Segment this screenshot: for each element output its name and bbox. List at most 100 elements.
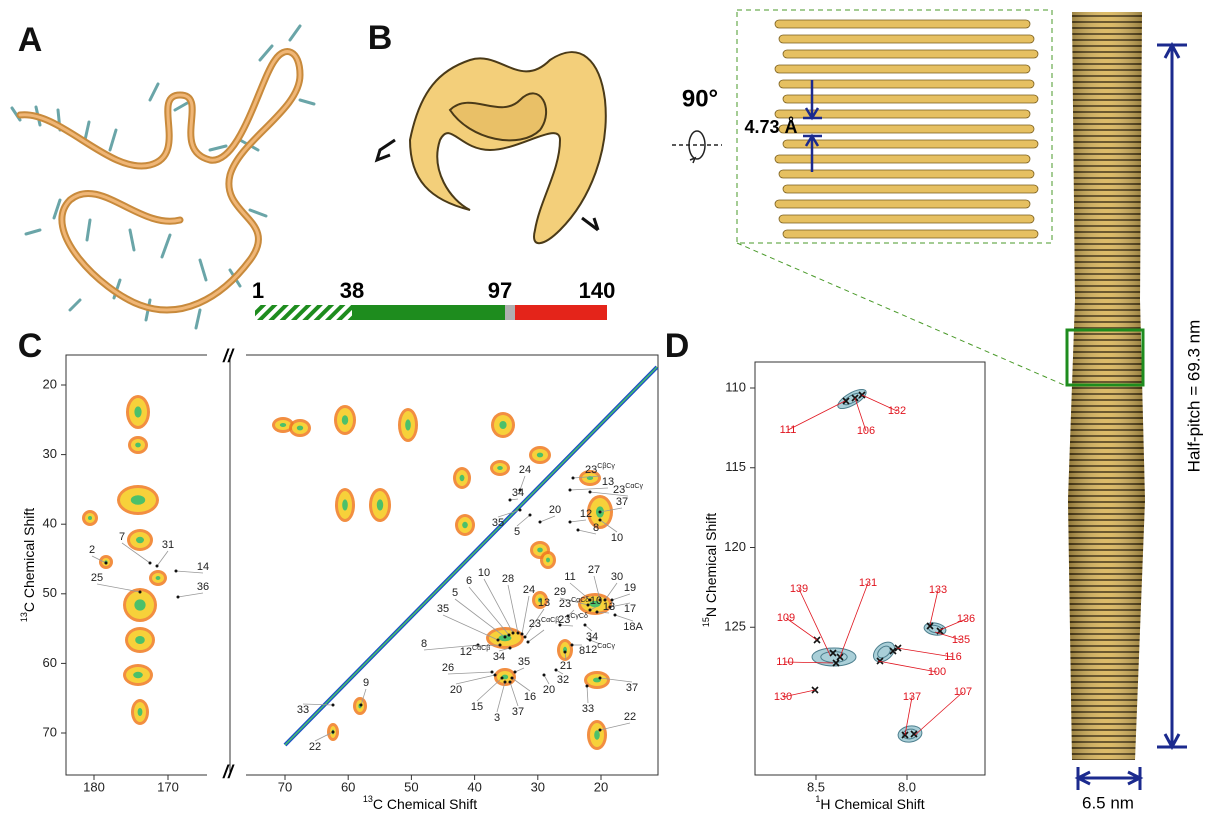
peak-label: 100 xyxy=(928,666,946,678)
density-rod xyxy=(783,95,1038,103)
peak-dot xyxy=(139,591,142,594)
sequence-bar xyxy=(255,305,607,320)
contour-inner xyxy=(131,495,145,505)
peak-label: 6 xyxy=(466,575,472,587)
leader-line xyxy=(456,675,495,684)
peak-dot xyxy=(491,671,494,674)
peak-dot xyxy=(504,636,507,639)
peak-dot xyxy=(504,681,507,684)
peak-label: 25 xyxy=(91,572,103,584)
peak-label-residue: 23 xyxy=(613,484,625,496)
x-tick-label: 40 xyxy=(467,779,481,794)
x-tick-label: 70 xyxy=(278,779,292,794)
peak-label-atoms: CαCδ xyxy=(571,597,589,604)
peak-label: 107 xyxy=(954,686,972,698)
leader-line xyxy=(605,583,617,600)
panel-label: D xyxy=(665,327,690,365)
x-tick-label: 50 xyxy=(404,779,418,794)
leader-line xyxy=(788,401,845,430)
leader-line xyxy=(510,682,518,706)
peak-label: 11 xyxy=(564,571,575,583)
peak-label: 116 xyxy=(944,651,962,663)
peak-dot xyxy=(599,729,602,732)
density-rod xyxy=(775,200,1030,208)
peak-label-atoms: CβCγ xyxy=(597,463,615,470)
fibril-inset xyxy=(737,10,1064,385)
peak-label: 12CαCβ xyxy=(460,645,490,658)
contour-inner xyxy=(537,453,543,458)
peak-dot xyxy=(589,491,592,494)
x-tick-label: 8.0 xyxy=(898,779,916,794)
peak-label: 20 xyxy=(543,684,555,696)
peak-dot xyxy=(497,639,500,642)
contour-inner xyxy=(546,558,550,563)
residue-number: 1 xyxy=(252,278,264,303)
peak-label: 10 xyxy=(590,595,602,607)
peak-dot xyxy=(509,681,512,684)
density-map xyxy=(377,52,606,243)
structure-model xyxy=(12,26,314,328)
density-rod xyxy=(775,20,1030,28)
nmr-peak xyxy=(835,386,869,412)
leader-line xyxy=(915,692,963,735)
leader-line xyxy=(570,488,608,490)
x-tick-label: 180 xyxy=(83,779,105,794)
contour-inner xyxy=(135,443,141,448)
nmr-peak xyxy=(897,724,923,744)
y-tick-label: 70 xyxy=(43,724,57,739)
density-rod xyxy=(779,215,1034,223)
peak-label-residue: 12 xyxy=(460,646,472,658)
y-tick-label: 20 xyxy=(43,376,57,391)
peak-label: 24 xyxy=(519,464,531,476)
figure: ABCD1389714090°4.73 ÅHalf-pitch = 69.3 n… xyxy=(0,0,1207,819)
leader-line xyxy=(570,520,586,522)
peak-dot xyxy=(499,644,502,647)
peak-dot xyxy=(572,477,575,480)
contour-inner xyxy=(497,466,503,470)
y-tick-label: 110 xyxy=(725,379,746,394)
peak-dot xyxy=(501,677,504,680)
peak-dot xyxy=(509,499,512,502)
axis-label-text: N Chemical Shift xyxy=(703,513,719,617)
axis-label: 15N Chemical Shift xyxy=(701,513,718,627)
peak-dot xyxy=(509,647,512,650)
leader-line xyxy=(497,682,505,712)
peak-label: 35 xyxy=(437,603,449,615)
peak-label: 110 xyxy=(776,656,794,668)
y-tick-label: 50 xyxy=(43,585,57,600)
y-tick-label: 125 xyxy=(724,619,746,634)
peak-dot xyxy=(512,632,515,635)
residue-number: 140 xyxy=(579,278,616,303)
peak-label: 37 xyxy=(616,496,628,508)
panel-label: B xyxy=(368,19,393,57)
contour-inner xyxy=(499,421,506,429)
peak-label: 8 xyxy=(421,638,427,650)
axis-label: 1H Chemical Shift xyxy=(815,794,924,811)
y-tick-label: 60 xyxy=(43,655,57,670)
peak-label: 33 xyxy=(297,704,309,716)
leader-line xyxy=(443,615,498,640)
contour-inner xyxy=(297,426,303,431)
panel-label: A xyxy=(18,21,43,59)
peak-dot xyxy=(599,519,602,522)
peak-dot xyxy=(555,669,558,672)
peak-label: 17 xyxy=(624,603,636,615)
peak-dot xyxy=(508,634,511,637)
rotation-icon xyxy=(672,131,722,163)
peak-label: 2 xyxy=(89,544,95,556)
peak-dot xyxy=(569,489,572,492)
peak-dot xyxy=(521,633,524,636)
peak-dot xyxy=(519,509,522,512)
axis-label-mass: 15 xyxy=(701,617,711,627)
peak-label: 3 xyxy=(494,712,500,724)
peak-label: 137 xyxy=(903,691,921,703)
x-tick-label: 30 xyxy=(531,779,545,794)
peak-dot xyxy=(156,565,159,568)
peak-label: 15 xyxy=(471,701,483,713)
peak-label: 23CγCδ xyxy=(558,613,588,626)
peak-label: 8 xyxy=(593,522,599,534)
peak-label: 13 xyxy=(603,601,615,613)
peak-label: 33 xyxy=(582,703,594,715)
peak-label: 109 xyxy=(777,612,795,624)
density-rod xyxy=(775,65,1030,73)
